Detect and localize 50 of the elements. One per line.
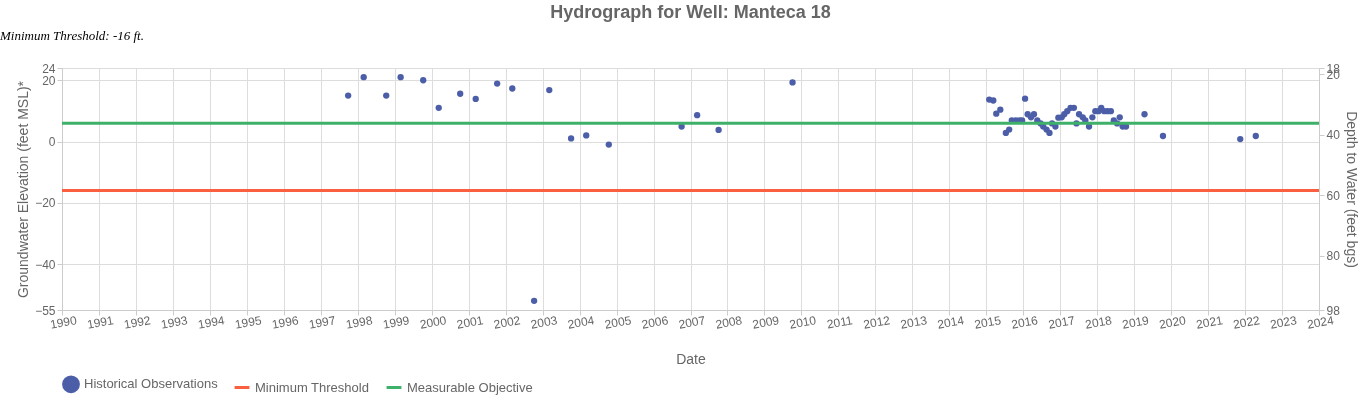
x-tick-label: 2002: [492, 313, 522, 332]
x-tick-label: 1996: [270, 313, 300, 332]
x-tick-label: 2008: [714, 313, 744, 332]
x-tick-label: 2014: [936, 313, 966, 332]
y-tick-label: 20: [42, 73, 56, 88]
y2-tick-label: 80: [1326, 249, 1341, 264]
x-tick-label: 2001: [455, 313, 485, 332]
x-tick-label: 2017: [1047, 313, 1077, 332]
y-axis-title: Groundwater Elevation (feet MSL)*: [15, 80, 32, 299]
x-tick-label: 2006: [640, 313, 670, 332]
x-tick-label: 2021: [1195, 313, 1225, 332]
legend-label: Minimum Threshold: [255, 379, 369, 395]
chart-title: Hydrograph for Well: Manteca 18: [550, 2, 831, 22]
x-tick-label: 2005: [603, 313, 633, 332]
x-tick-label: 2012: [862, 313, 892, 332]
y-tick-label: 24: [42, 61, 56, 76]
y-tick-label: −20: [35, 196, 56, 211]
y2-tick-label: 60: [1326, 188, 1341, 203]
x-tick-label: 2007: [677, 313, 707, 332]
x-tick-label: 2010: [788, 313, 818, 332]
x-tick-label: 1993: [159, 313, 189, 332]
x-tick-label: 2000: [418, 313, 448, 332]
x-tick-label: 2004: [566, 313, 596, 332]
x-tick-label: 1998: [344, 313, 374, 332]
x-tick-label: 1994: [196, 313, 226, 332]
x-tick-label: 2018: [1084, 313, 1114, 332]
y2-axis-title: Depth to Water (feet bgs): [1343, 111, 1360, 268]
x-tick-label: 1992: [122, 313, 152, 332]
x-tick-label: 2015: [973, 313, 1003, 332]
y-tick-label: −55: [35, 303, 56, 318]
x-tick-label: 2009: [751, 313, 781, 332]
x-tick-label: 1995: [233, 313, 263, 332]
y-tick-label: −40: [35, 257, 56, 272]
x-tick-label: 2020: [1158, 313, 1188, 332]
x-tick-label: 1991: [85, 313, 116, 332]
x-tick-label: 2023: [1269, 313, 1299, 332]
x-tick-label: 2011: [825, 313, 854, 332]
x-tick-label: 2022: [1232, 313, 1262, 332]
x-tick-label: 1999: [381, 313, 411, 332]
y2-tick-label: 40: [1326, 128, 1341, 143]
x-tick-label: 1997: [307, 313, 337, 332]
x-tick-label: 2019: [1121, 313, 1151, 332]
legend-label: Historical Observations: [84, 376, 219, 392]
y-tick-label: 0: [48, 135, 56, 150]
x-tick-label: 2016: [1010, 313, 1040, 332]
legend-label: Measurable Objective: [407, 379, 533, 395]
x-tick-label: 2003: [529, 313, 559, 332]
x-axis-title: Date: [676, 350, 706, 367]
x-tick-label: 2013: [899, 313, 929, 332]
text: Minimum Threshold: -16 ft.: [0, 28, 144, 43]
